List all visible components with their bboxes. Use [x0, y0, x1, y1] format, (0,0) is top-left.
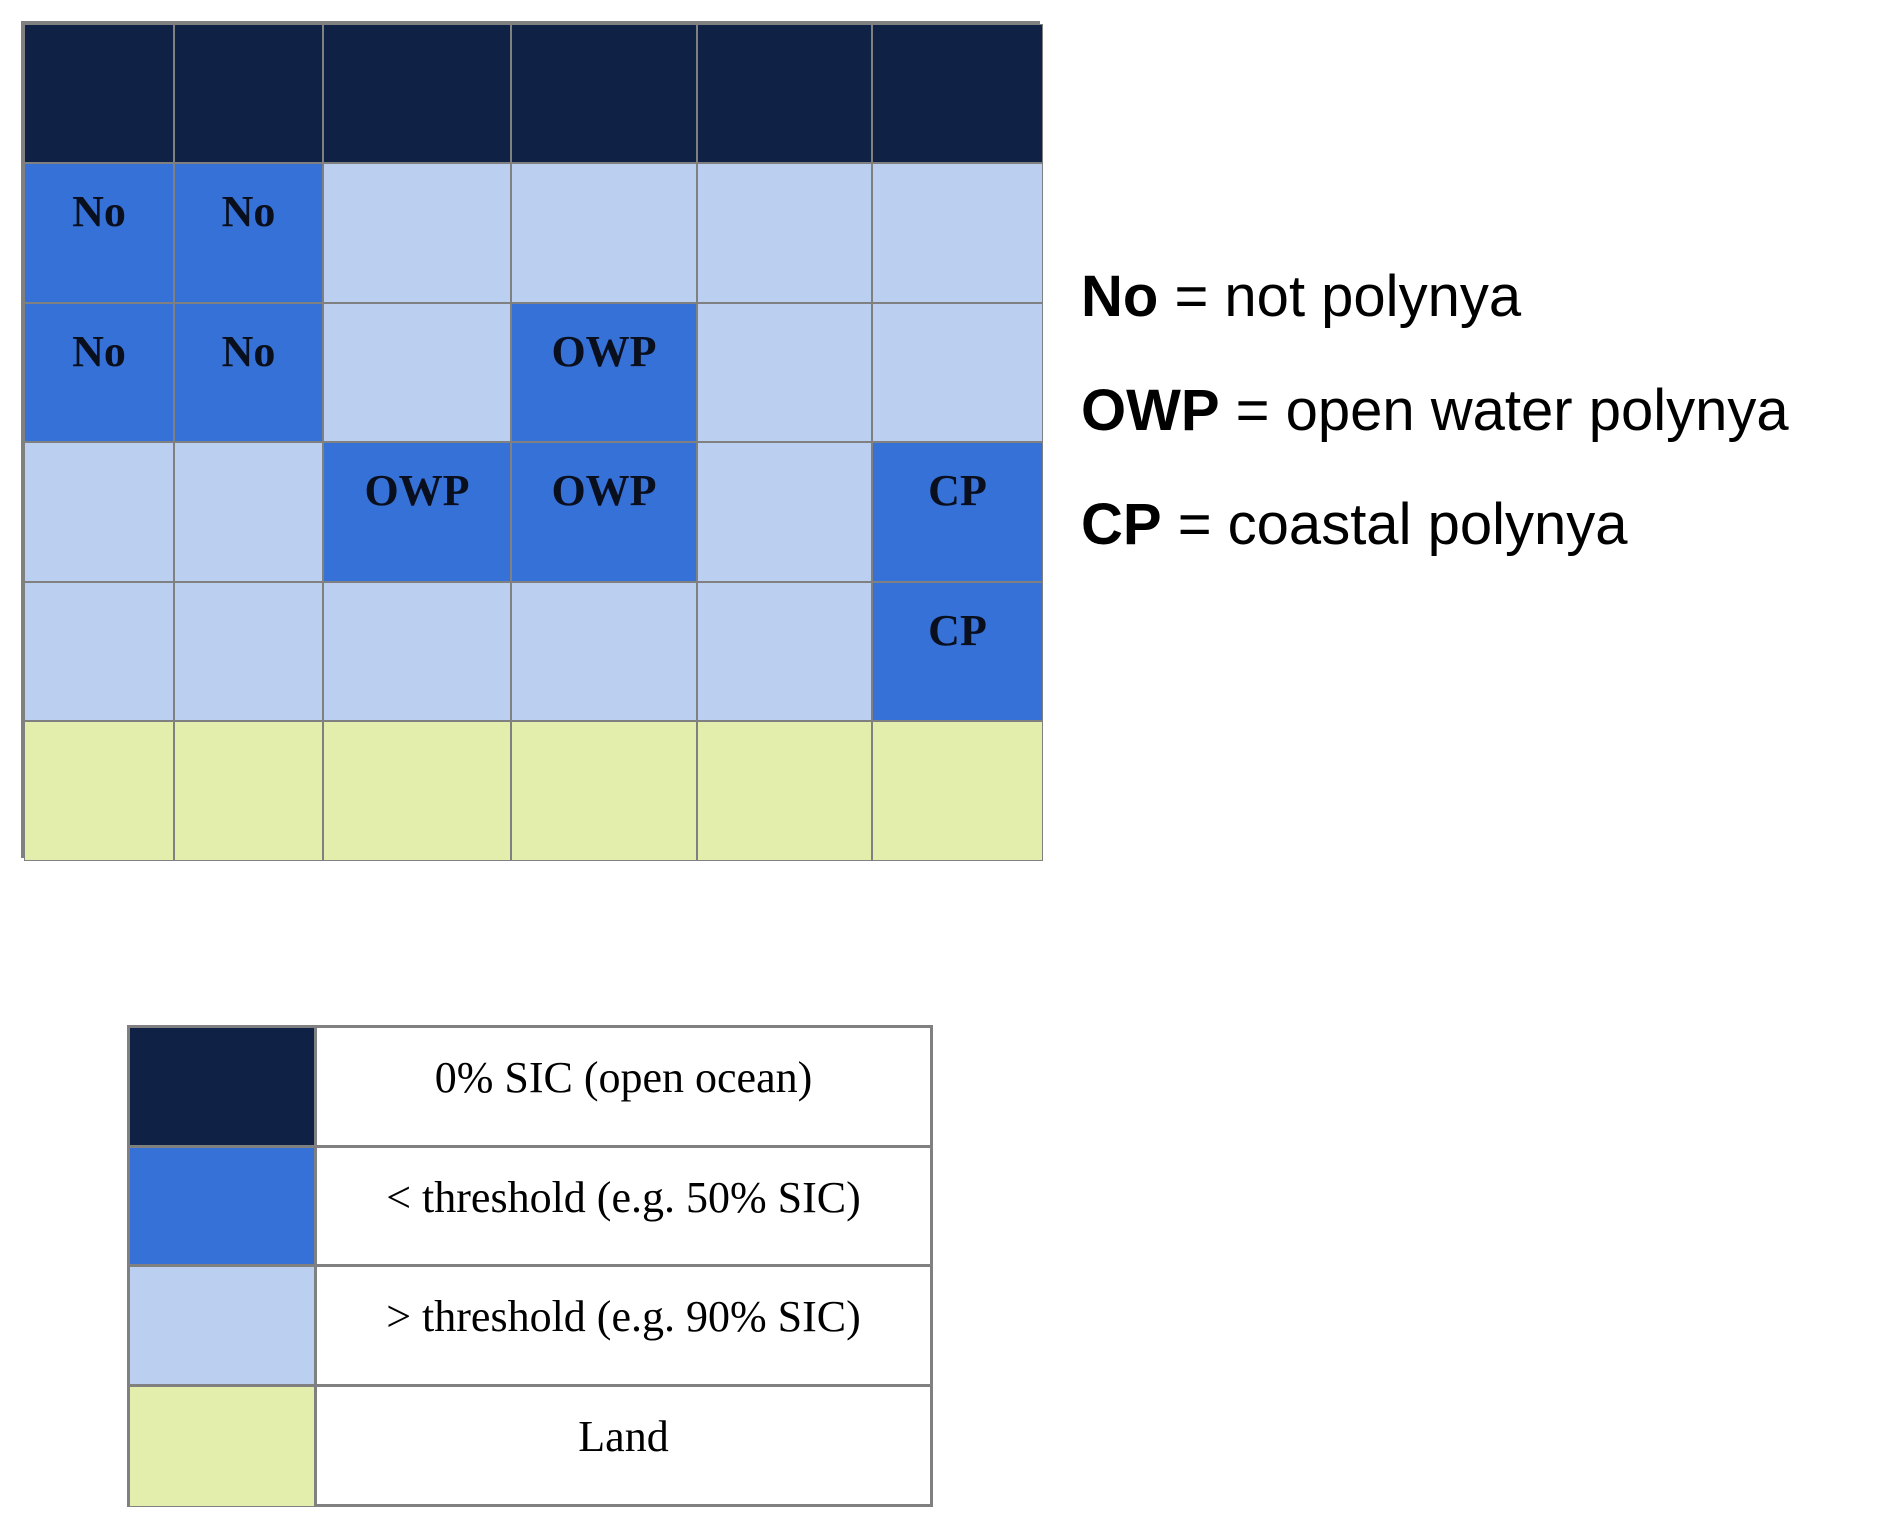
grid-cell: [511, 721, 697, 861]
legend-swatch: [130, 1147, 317, 1264]
grid-cell: No: [174, 163, 323, 303]
grid-cell: OWP: [511, 442, 697, 582]
abbreviation-key: No = not polynya OWP = open water polyny…: [1081, 262, 1789, 604]
grid-cell: [697, 303, 872, 442]
key-item-owp: OWP = open water polynya: [1081, 378, 1789, 443]
grid-cell: [174, 721, 323, 861]
grid-cell: [697, 163, 872, 303]
grid-cell: [697, 24, 872, 163]
grid-cell: [24, 721, 174, 861]
legend-row: < threshold (e.g. 50% SIC): [130, 1147, 930, 1267]
grid-cell: [872, 303, 1043, 442]
legend-swatch: [130, 1028, 317, 1145]
legend-label: Land: [578, 1411, 669, 1461]
legend-swatch: [130, 1267, 317, 1384]
grid-cell: No: [24, 303, 174, 442]
grid-cell: [24, 442, 174, 582]
color-legend: 0% SIC (open ocean) < threshold (e.g. 50…: [127, 1025, 933, 1507]
grid-cell: [174, 442, 323, 582]
grid-cell: [24, 24, 174, 163]
grid-cell: OWP: [323, 442, 511, 582]
legend-label: < threshold (e.g. 50% SIC): [386, 1172, 861, 1222]
grid-cell: [872, 163, 1043, 303]
grid-cell: [323, 582, 511, 721]
grid-cell: CP: [872, 582, 1043, 721]
key-item-cp: CP = coastal polynya: [1081, 492, 1628, 557]
grid-cell: [174, 24, 323, 163]
legend-row: > threshold (e.g. 90% SIC): [130, 1267, 930, 1387]
polynya-grid: No No No No OWP OWP OWP CP CP: [21, 21, 1043, 861]
grid-cell: [174, 582, 323, 721]
legend-swatch: [130, 1386, 317, 1506]
grid-cell: OWP: [511, 303, 697, 442]
grid-cell: No: [174, 303, 323, 442]
grid-cell: [697, 721, 872, 861]
grid-cell: [511, 24, 697, 163]
grid-cell: [511, 582, 697, 721]
grid-cell: [697, 442, 872, 582]
grid-cell: [697, 582, 872, 721]
grid-cell: [872, 721, 1043, 861]
grid-cell: [323, 303, 511, 442]
grid-cell: [24, 582, 174, 721]
grid-cell: No: [24, 163, 174, 303]
grid-cell: [511, 163, 697, 303]
legend-row: 0% SIC (open ocean): [130, 1028, 930, 1148]
grid-cell: [323, 163, 511, 303]
legend-row: Land: [130, 1386, 930, 1506]
legend-label: > threshold (e.g. 90% SIC): [386, 1292, 861, 1341]
key-item-no: No = not polynya: [1081, 264, 1522, 329]
legend-label: 0% SIC (open ocean): [434, 1053, 813, 1102]
grid-cell: [872, 24, 1043, 163]
grid-cell: CP: [872, 442, 1043, 582]
grid-cell: [323, 721, 511, 861]
grid-cell: [323, 24, 511, 163]
